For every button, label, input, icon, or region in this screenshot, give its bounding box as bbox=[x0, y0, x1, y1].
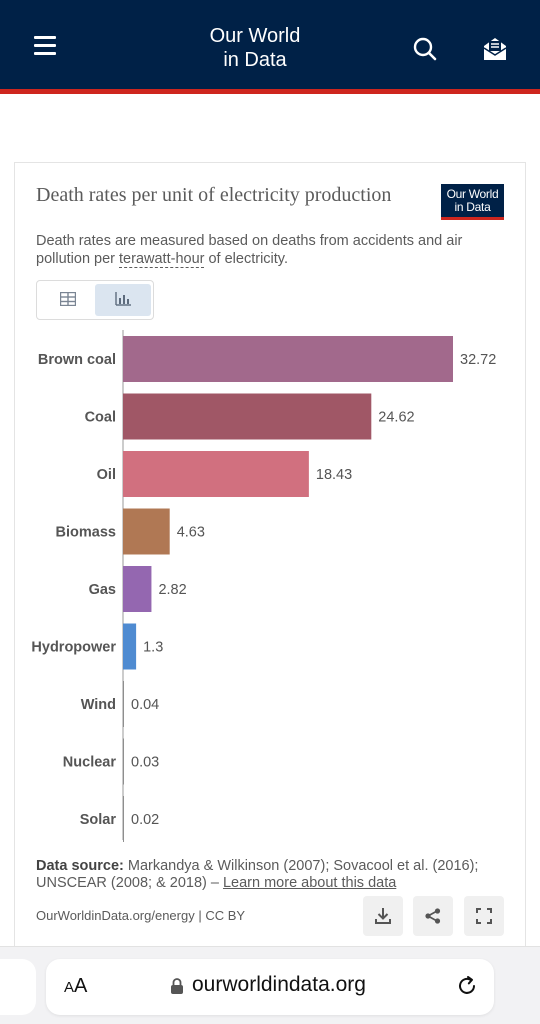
brand-line-2: in Data bbox=[223, 49, 287, 71]
url-text: ourworldindata.org bbox=[192, 973, 366, 996]
category-label: Hydropower bbox=[31, 640, 116, 656]
subtitle-text: Death rates are measured based on deaths… bbox=[36, 233, 463, 267]
bar-chart-icon bbox=[115, 292, 131, 306]
chart-subtitle: Death rates are measured based on deaths… bbox=[36, 232, 486, 268]
table-icon bbox=[60, 292, 76, 306]
category-label: Coal bbox=[85, 410, 116, 426]
bar[interactable] bbox=[123, 623, 137, 670]
hamburger-menu-icon[interactable] bbox=[34, 36, 56, 56]
value-label: 2.82 bbox=[158, 582, 186, 598]
value-label: 1.3 bbox=[143, 640, 163, 656]
bar[interactable] bbox=[123, 336, 453, 382]
owid-logo[interactable]: Our World in Data bbox=[441, 184, 504, 220]
text-size-small: A bbox=[64, 979, 75, 996]
logo-line-2: in Data bbox=[454, 200, 491, 214]
text-size-button[interactable]: AA bbox=[64, 975, 87, 998]
chart-credit: OurWorldinData.org/energy | CC BY bbox=[36, 908, 246, 923]
bar[interactable] bbox=[123, 451, 309, 497]
source-label: Data source: bbox=[36, 858, 124, 874]
download-icon bbox=[375, 908, 391, 924]
header-accent-line bbox=[0, 89, 540, 94]
site-logo[interactable]: Our World in Data bbox=[170, 24, 340, 72]
chart-title: Death rates per unit of electricity prod… bbox=[36, 184, 392, 206]
data-source: Data source: Markandya & Wilkinson (2007… bbox=[36, 858, 506, 892]
bar[interactable] bbox=[123, 508, 170, 555]
bar[interactable] bbox=[123, 796, 124, 842]
category-label: Brown coal bbox=[38, 352, 116, 368]
chart-view-button[interactable] bbox=[95, 284, 151, 316]
category-label: Solar bbox=[80, 812, 117, 828]
value-label: 0.03 bbox=[131, 755, 159, 771]
site-header: Our World in Data bbox=[0, 0, 540, 94]
category-label: Gas bbox=[89, 582, 116, 598]
source-text: Markandya & Wilkinson (2007); Sovacool e… bbox=[36, 858, 479, 891]
value-label: 18.43 bbox=[316, 467, 352, 483]
value-label: 4.63 bbox=[177, 525, 205, 541]
bar[interactable] bbox=[123, 393, 372, 440]
table-view-button[interactable] bbox=[40, 284, 96, 316]
search-icon[interactable] bbox=[412, 36, 438, 62]
share-icon bbox=[425, 908, 441, 924]
value-label: 0.02 bbox=[131, 812, 159, 828]
value-label: 24.62 bbox=[378, 410, 414, 426]
share-button[interactable] bbox=[413, 896, 453, 936]
brand-line-1: Our World bbox=[209, 25, 301, 47]
subtitle-text-end: of electricity. bbox=[204, 251, 288, 267]
view-toggle bbox=[36, 280, 154, 320]
terawatt-hour-link[interactable]: terawatt-hour bbox=[119, 251, 205, 268]
logo-line-1: Our World bbox=[446, 187, 499, 201]
bar[interactable] bbox=[123, 681, 124, 727]
browser-toolbar: AA ourworldindata.org bbox=[0, 946, 540, 1024]
category-label: Nuclear bbox=[63, 755, 117, 771]
value-label: 0.04 bbox=[131, 697, 159, 713]
learn-more-link[interactable]: Learn more about this data bbox=[222, 875, 397, 891]
bar-chart: Brown coal 32.72 Coal 24.62 Oil 18.43 Biomass 4… bbox=[31, 330, 496, 842]
fullscreen-icon bbox=[476, 908, 492, 924]
envelope-icon[interactable] bbox=[482, 36, 508, 62]
category-label: Wind bbox=[81, 697, 116, 713]
value-label: 32.72 bbox=[460, 352, 496, 368]
category-label: Biomass bbox=[56, 525, 116, 541]
address-bar[interactable]: AA ourworldindata.org bbox=[46, 959, 494, 1015]
category-label: Oil bbox=[97, 467, 116, 483]
bar[interactable] bbox=[123, 738, 124, 785]
bar[interactable] bbox=[123, 566, 152, 612]
download-button[interactable] bbox=[363, 896, 403, 936]
lock-icon bbox=[171, 978, 183, 994]
fullscreen-button[interactable] bbox=[464, 896, 504, 936]
text-size-large: A bbox=[74, 975, 88, 997]
previous-tab[interactable] bbox=[0, 959, 36, 1015]
reload-icon[interactable] bbox=[456, 975, 478, 997]
